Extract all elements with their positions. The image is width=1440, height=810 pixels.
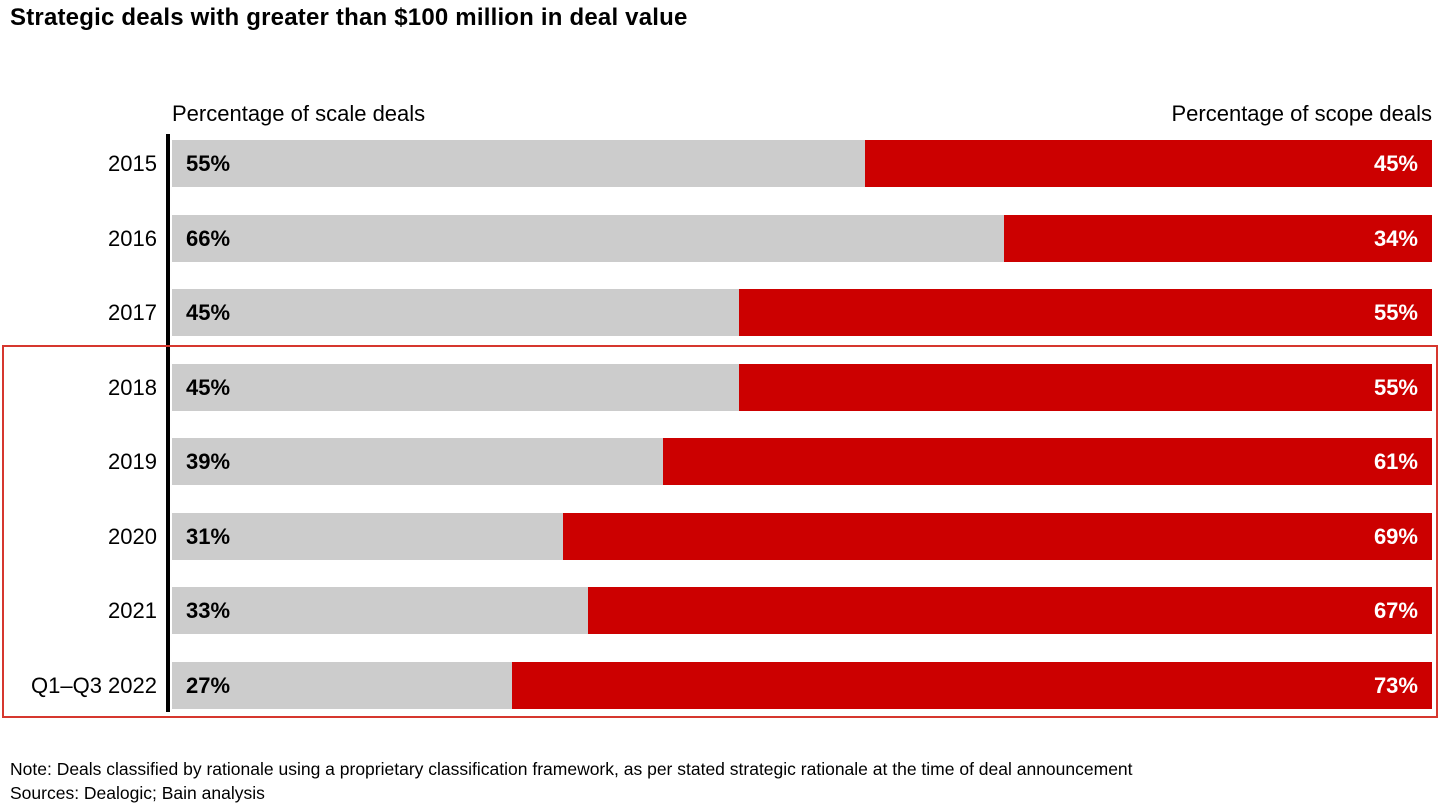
scope-deals-value-label: 55%: [1373, 300, 1418, 325]
year-label: 2021: [108, 598, 157, 623]
scale-deals-value-label: 55%: [186, 151, 231, 176]
bar-row: Q1–Q3 2022 27% 73%: [0, 662, 1440, 709]
scope-deals-bar-segment: 55%: [739, 364, 1432, 411]
scale-deals-bar-segment: 31%: [172, 513, 563, 560]
scale-deals-bar-segment: 33%: [172, 587, 588, 634]
scale-deals-bar-segment: 45%: [172, 289, 739, 336]
scope-deals-bar-segment: 34%: [1003, 215, 1432, 262]
bar-track: 27% 73%: [172, 662, 1432, 709]
scale-deals-bar-segment: 27%: [172, 662, 513, 709]
bar-row: 2017 45% 55%: [0, 289, 1440, 336]
scale-deals-bar-segment: 66%: [172, 215, 1004, 262]
scale-deals-bar-segment: 55%: [172, 140, 865, 187]
sources-text: Sources: Dealogic; Bain analysis: [10, 783, 265, 803]
year-label: 2020: [108, 524, 157, 549]
bar-track: 39% 61%: [172, 438, 1432, 485]
scope-deals-value-label: 45%: [1373, 151, 1418, 176]
left-column-header: Percentage of scale deals: [172, 101, 426, 126]
bar-track: 45% 55%: [172, 364, 1432, 411]
scope-deals-value-label: 73%: [1373, 673, 1418, 698]
note-text: Note: Deals classified by rationale usin…: [10, 759, 1133, 779]
bar-track: 45% 55%: [172, 289, 1432, 336]
bar-row: 2016 66% 34%: [0, 215, 1440, 262]
scope-deals-bar-segment: 61%: [663, 438, 1432, 485]
bar-row: 2019 39% 61%: [0, 438, 1440, 485]
scope-deals-value-label: 61%: [1373, 449, 1418, 474]
right-column-header: Percentage of scope deals: [1171, 101, 1432, 126]
scope-deals-bar-segment: 73%: [512, 662, 1432, 709]
footer: Note: Deals classified by rationale usin…: [10, 757, 1133, 805]
bar-row: 2015 55% 45%: [0, 140, 1440, 187]
year-label: 2019: [108, 449, 157, 474]
bar-row: 2018 45% 55%: [0, 364, 1440, 411]
scale-deals-value-label: 39%: [186, 449, 231, 474]
bar-track: 55% 45%: [172, 140, 1432, 187]
bar-track: 31% 69%: [172, 513, 1432, 560]
scope-deals-value-label: 67%: [1373, 598, 1418, 623]
scale-deals-bar-segment: 45%: [172, 364, 739, 411]
year-label: Q1–Q3 2022: [31, 673, 157, 698]
scale-deals-bar-segment: 39%: [172, 438, 664, 485]
scale-deals-value-label: 33%: [186, 598, 231, 623]
bar-row: 2020 31% 69%: [0, 513, 1440, 560]
scale-deals-value-label: 45%: [186, 300, 231, 325]
scope-deals-bar-segment: 45%: [865, 140, 1432, 187]
year-label: 2018: [108, 375, 157, 400]
bar-row: 2021 33% 67%: [0, 587, 1440, 634]
year-label: 2016: [108, 226, 157, 251]
scope-deals-bar-segment: 55%: [739, 289, 1432, 336]
bar-track: 33% 67%: [172, 587, 1432, 634]
scope-deals-value-label: 55%: [1373, 375, 1418, 400]
bar-track: 66% 34%: [172, 215, 1432, 262]
scale-deals-value-label: 45%: [186, 375, 231, 400]
y-axis-line: [166, 134, 170, 712]
scale-deals-value-label: 31%: [186, 524, 231, 549]
scope-deals-bar-segment: 69%: [562, 513, 1432, 560]
chart-title: Strategic deals with greater than $100 m…: [10, 4, 688, 31]
year-label: 2017: [108, 300, 157, 325]
scope-deals-value-label: 69%: [1373, 524, 1418, 549]
scale-deals-value-label: 66%: [186, 226, 231, 251]
scale-deals-value-label: 27%: [186, 673, 231, 698]
scope-deals-bar-segment: 67%: [587, 587, 1432, 634]
year-label: 2015: [108, 151, 157, 176]
scope-deals-value-label: 34%: [1373, 226, 1418, 251]
